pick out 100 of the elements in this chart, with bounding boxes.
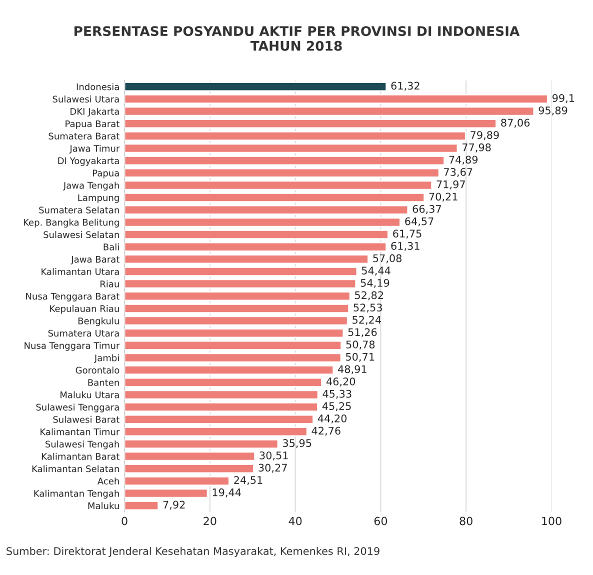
text: Sumber: Direktorat Jenderal Kesehatan Masyarakat, Kemenkes RI, 2019 (6, 546, 380, 558)
data-label: 30,51 (260, 451, 288, 460)
bar (124, 143, 458, 154)
y-tick-label: Kepulauan Riau (50, 305, 119, 314)
y-tick-label: Jawa Tengah (62, 182, 119, 191)
bar (124, 118, 497, 129)
data-label: 73,67 (444, 168, 472, 177)
bar (124, 192, 425, 203)
y-tick-label: Maluku (88, 502, 119, 510)
bar (124, 377, 322, 388)
data-label: 95,89 (538, 106, 568, 116)
bar (124, 180, 433, 190)
y-tick-label: Bali (104, 243, 119, 250)
data-label: 61,32 (391, 82, 420, 91)
data-label: 77,98 (462, 143, 491, 152)
data-label: 61,31 (391, 242, 420, 251)
data-label: 61,75 (393, 230, 422, 239)
data-label: 44,20 (318, 414, 347, 424)
y-tick-label: Papua Barat (66, 120, 120, 129)
data-label: 24,51 (234, 476, 262, 486)
y-tick-label: Banten (88, 379, 119, 386)
data-label: 45,25 (322, 402, 351, 412)
bar (124, 266, 358, 276)
data-label: 52,82 (355, 291, 383, 300)
bar (124, 242, 387, 252)
bar (124, 82, 388, 92)
data-label: 54,44 (362, 266, 390, 276)
bar (124, 254, 369, 264)
y-tick-label: Nusa Tenggara Barat (26, 292, 120, 302)
x-tick-label: 100 (542, 516, 562, 526)
bar (124, 438, 279, 449)
y-tick-label: Sulawesi Selatan (44, 231, 119, 238)
bar (124, 303, 350, 314)
bar (124, 352, 342, 363)
data-label: 87,06 (501, 118, 530, 128)
y-tick-label: Sulawesi Utara (52, 96, 119, 103)
y-tick-label: Kalimantan Selatan (32, 465, 119, 472)
data-label: 79,89 (470, 131, 499, 140)
x-tick-label: 40 (288, 516, 302, 526)
y-tick-label: Kalimantan Barat (42, 452, 120, 460)
y-tick-label: DKI Jakarta (70, 108, 119, 117)
data-label: 35,95 (282, 439, 312, 448)
y-tick-label: Lampung (78, 194, 119, 203)
bar (124, 426, 308, 437)
y-tick-label: Maluku Utara (60, 391, 119, 398)
bar (124, 94, 548, 104)
bar (124, 365, 334, 376)
bar (124, 390, 319, 400)
y-tick-label: DI Yogyakarta (58, 157, 119, 166)
data-label: 42,76 (312, 426, 340, 436)
data-label: 54,19 (360, 278, 390, 288)
y-tick-label: Jawa Timur (69, 144, 120, 154)
bar (124, 451, 256, 462)
data-label: 57,08 (373, 254, 402, 264)
y-tick-label: Bengkulu (78, 317, 119, 326)
data-label: 52,53 (354, 304, 382, 313)
data-label: 45,33 (322, 390, 352, 399)
bar (124, 464, 254, 474)
data-label: 51,26 (348, 328, 377, 338)
data-label: 30,27 (258, 464, 287, 473)
y-tick-label: Kep. Bangka Belitung (24, 218, 119, 228)
data-label: 7,92 (163, 500, 185, 510)
bar (124, 316, 348, 326)
y-tick-label: Papua (93, 170, 119, 178)
data-label: 71,97 (436, 180, 465, 190)
data-label: 52,24 (352, 316, 381, 325)
y-tick-label: Nusa Tenggara Timur (24, 342, 120, 351)
y-tick-label: Riau (100, 280, 119, 288)
bar (124, 217, 401, 228)
data-label: 19,44 (212, 488, 241, 498)
data-label: 64,57 (405, 217, 434, 226)
bar (124, 204, 409, 215)
bar (124, 156, 445, 166)
x-tick-label: 20 (204, 516, 216, 526)
x-tick-label: 0 (122, 516, 128, 526)
chart-title: PERSENTASE POSYANDU AKTIF PER PROVINSI DI INDONESIA TAHUN 2018 (74, 26, 520, 51)
y-tick-label: Sumatera Selatan (39, 206, 119, 214)
y-tick-label: Sulawesi Tengah (46, 440, 119, 450)
bar (124, 130, 466, 141)
y-tick-label: Kalimantan Tengah (34, 490, 119, 499)
y-tick-label: Jambi (94, 354, 119, 363)
data-label: 46,20 (326, 378, 356, 386)
data-label: 48,91 (338, 365, 366, 374)
y-tick-label: Sumatera Utara (48, 330, 119, 337)
bar (124, 291, 351, 302)
y-tick-label: Sulawesi Tenggara (36, 404, 119, 412)
bar (124, 328, 344, 338)
bar (124, 106, 535, 116)
y-tick-label: Sumatera Barat (48, 132, 120, 140)
data-label: 66,37 (412, 205, 441, 214)
bar (124, 340, 342, 350)
data-label: 70,21 (429, 192, 458, 202)
data-label: 74,89 (449, 156, 478, 165)
y-tick-label: Kalimantan Timur (40, 428, 120, 436)
x-tick-label: 60 (374, 516, 388, 526)
bar (124, 168, 440, 178)
y-tick-label: Aceh (97, 478, 119, 485)
y-tick-label: Indonesia (76, 83, 119, 90)
data-label: 50,71 (346, 352, 374, 362)
y-tick-label: Jawa Barat (70, 256, 120, 264)
